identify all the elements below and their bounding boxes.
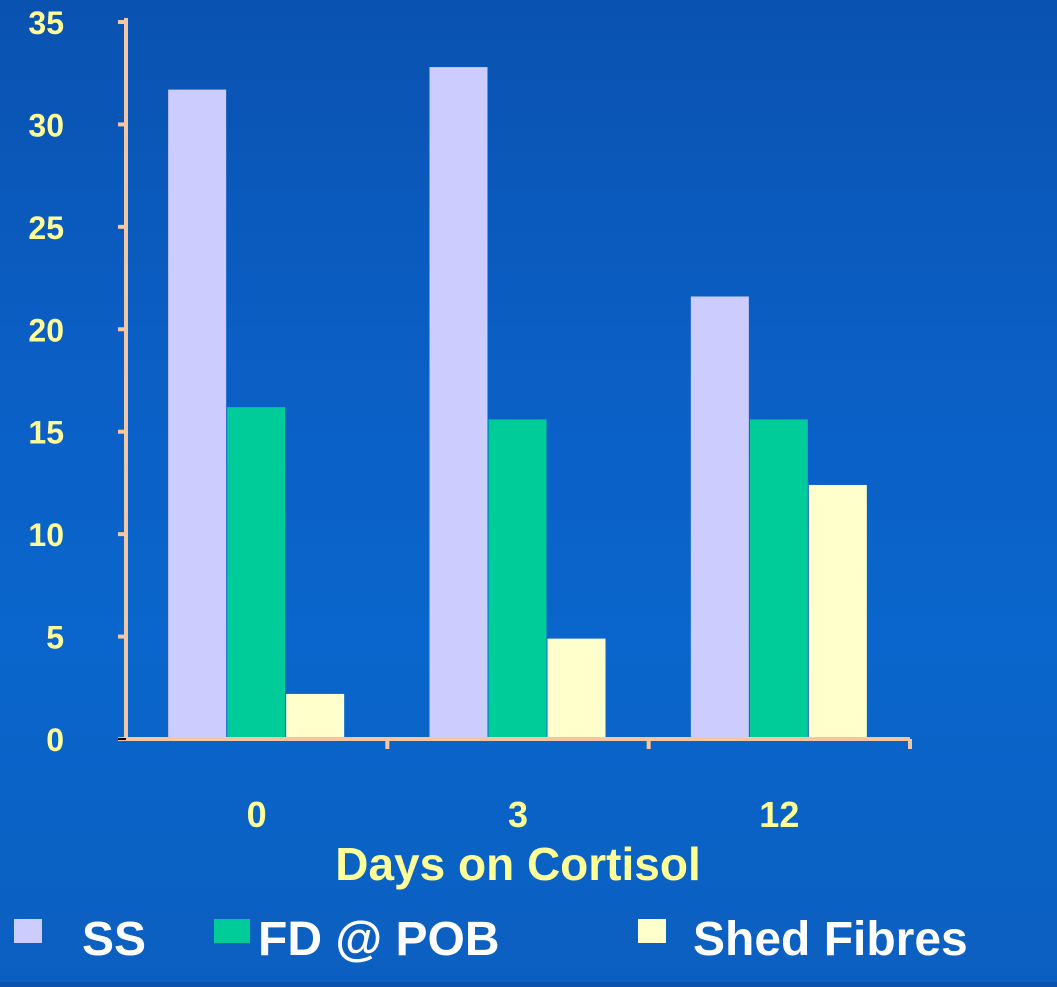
- x-tick-label: 0: [247, 794, 267, 835]
- y-tick-label: 20: [28, 312, 64, 348]
- y-tick-label: 15: [28, 415, 64, 451]
- axes-group: [118, 18, 912, 749]
- x-tick-label: 3: [508, 794, 528, 835]
- x-axis-title: Days on Cortisol: [335, 838, 701, 890]
- bar-shed-fibres-day-12: [808, 484, 867, 739]
- y-tick-label: 30: [28, 107, 64, 143]
- x-tick-label: 12: [759, 794, 799, 835]
- labels-group: 0 5 10 15 20 25 30 35 0 3 12 Days on Cortisol: [28, 5, 799, 890]
- y-tick-label: 25: [28, 210, 64, 246]
- bar-ss-day-0: [168, 89, 227, 740]
- bar-fd-pob-day-12: [749, 419, 808, 739]
- y-tick-label: 10: [28, 517, 64, 553]
- bar-ss-day-3: [429, 67, 488, 739]
- y-tick-label: 5: [46, 620, 64, 656]
- bar-shed-fibres-day-3: [547, 638, 606, 739]
- y-tick-label: 0: [46, 722, 64, 758]
- legend-swatch-shed-fibres: [638, 919, 666, 943]
- bar-ss-day-12: [690, 296, 749, 739]
- legend-swatch-ss: [14, 919, 42, 943]
- legend-label-shed-fibres: Shed Fibres: [693, 913, 968, 966]
- y-tick-label: 35: [28, 5, 64, 41]
- legend-label-fd-pob: FD @ POB: [258, 913, 499, 966]
- bar-shed-fibres-day-0: [286, 693, 345, 739]
- bar-fd-pob-day-3: [488, 419, 547, 739]
- legend-swatch-fd-pob: [214, 919, 250, 943]
- legend: SS FD @ POB Shed Fibres: [14, 913, 968, 966]
- bar-fd-pob-day-0: [227, 407, 286, 739]
- legend-label-ss: SS: [82, 913, 146, 966]
- bars-group: [168, 67, 867, 740]
